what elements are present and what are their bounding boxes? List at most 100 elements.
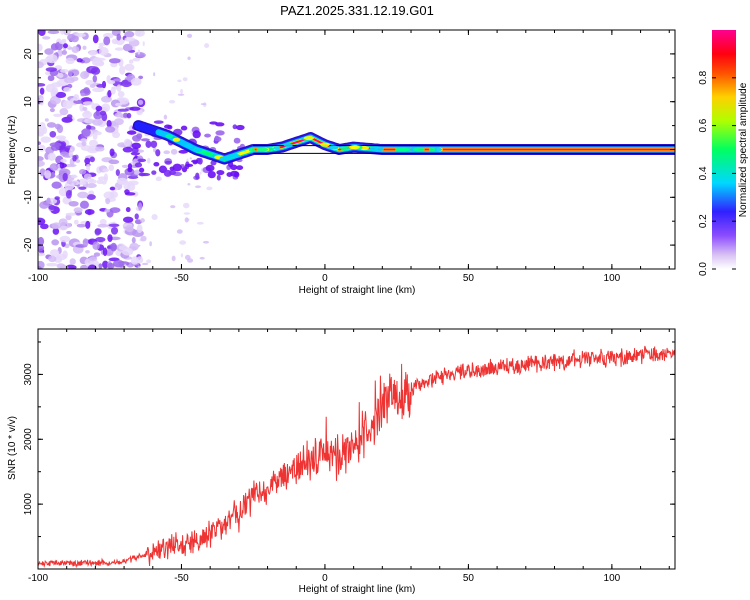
- noise-blob: [81, 128, 91, 137]
- noise-blob: [64, 243, 70, 249]
- noise-blob: [185, 163, 194, 167]
- snr-series-line: [38, 345, 675, 569]
- noise-blob: [136, 224, 143, 233]
- noise-blob: [155, 149, 161, 157]
- noise-blob: [84, 157, 91, 165]
- noise-blob: [153, 72, 156, 77]
- noise-blob: [63, 87, 71, 93]
- noise-blob: [60, 69, 69, 73]
- noise-blob: [163, 150, 171, 155]
- noise-blob: [96, 83, 106, 88]
- ridge-blob: [374, 147, 384, 152]
- noise-blob: [194, 185, 202, 189]
- noise-blob: [65, 212, 77, 216]
- noise-blob: [46, 54, 58, 64]
- noise-blob: [124, 76, 133, 81]
- noise-blob: [38, 266, 42, 269]
- colorbar: 0.0 0.2 0.4 0.6 0.8 Normalized spectral ampl…: [698, 30, 749, 276]
- snr-y-ticks: 3000 2000 1000: [23, 341, 675, 538]
- noise-blob: [47, 30, 60, 35]
- noise-blob: [77, 191, 89, 199]
- noise-blob: [116, 33, 122, 41]
- noise-blob: [67, 70, 73, 77]
- noise-blob: [48, 255, 57, 263]
- noise-blob: [163, 169, 172, 177]
- noise-blob: [40, 223, 49, 230]
- spectrogram-x-ticks: -100 -50 0 50 100: [28, 30, 670, 284]
- noise-blob: [47, 74, 55, 82]
- ridge-blob: [340, 146, 351, 151]
- noise-blob: [153, 161, 160, 167]
- noise-blob: [39, 87, 45, 95]
- spectrogram-xtick-label-3: 50: [463, 273, 475, 284]
- noise-blob: [81, 141, 87, 147]
- noise-blob: [96, 179, 104, 185]
- snr-ytick-label-1: 2000: [23, 428, 34, 451]
- noise-blob: [114, 112, 124, 118]
- noise-blob: [90, 67, 101, 75]
- noise-blob: [200, 103, 207, 106]
- noise-blob: [44, 48, 54, 55]
- noise-blob: [187, 182, 191, 186]
- noise-blob: [171, 255, 176, 262]
- ridge-blob: [172, 137, 181, 142]
- noise-blob: [63, 43, 68, 49]
- noise-blob: [38, 30, 46, 37]
- noise-blob: [132, 57, 141, 62]
- noise-blob: [82, 238, 89, 247]
- noise-blob: [77, 181, 87, 185]
- noise-blob: [127, 167, 133, 173]
- noise-blob: [94, 57, 106, 61]
- noise-blob: [195, 172, 200, 180]
- ridge-blob: [413, 147, 426, 152]
- spectrogram-x-label: Height of straight line (km): [299, 285, 416, 296]
- noise-blob: [87, 264, 97, 269]
- noise-blob: [124, 192, 136, 196]
- noise-blob: [102, 168, 109, 173]
- noise-blob: [44, 118, 49, 122]
- noise-blob: [127, 180, 139, 186]
- noise-blob: [131, 142, 142, 149]
- noise-blob: [70, 35, 79, 43]
- noise-blob: [138, 172, 146, 177]
- noise-blob: [109, 148, 115, 157]
- noise-blob: [170, 205, 176, 209]
- noise-blob: [44, 169, 52, 179]
- noise-blob: [61, 49, 68, 56]
- noise-blob: [107, 90, 112, 98]
- noise-blob: [46, 197, 51, 205]
- noise-blob: [49, 130, 57, 138]
- noise-blob: [95, 146, 105, 152]
- noise-blob: [178, 149, 188, 154]
- snr-x-label: Height of straight line (km): [299, 584, 416, 595]
- noise-blob: [83, 173, 92, 180]
- noise-blob: [101, 103, 111, 113]
- noise-blob: [49, 108, 55, 113]
- noise-blob: [114, 47, 124, 51]
- snr-frame: [37, 328, 676, 570]
- noise-blob: [177, 93, 185, 96]
- noise-blob: [110, 226, 119, 235]
- noise-blob: [80, 92, 86, 97]
- colorbar-tick-label-0: 0.0: [698, 262, 709, 276]
- noise-blob: [117, 90, 125, 98]
- noise-blob: [172, 163, 183, 172]
- colorbar-tick-label-3: 0.6: [698, 118, 709, 132]
- noise-blob: [73, 207, 83, 214]
- noise-blob: [49, 163, 59, 171]
- noise-blob: [108, 164, 115, 171]
- noise-blob: [135, 52, 146, 58]
- noise-blob: [60, 158, 67, 163]
- noise-blob: [125, 224, 134, 233]
- noise-blob: [85, 183, 97, 189]
- spectrogram-ridge: [132, 120, 675, 165]
- ridge-blob: [303, 136, 315, 141]
- noise-blob: [204, 43, 210, 48]
- noise-blob: [232, 124, 238, 130]
- snr-plot-area: [38, 329, 675, 569]
- spectrogram-ytick-label-0: 20: [23, 48, 34, 60]
- noise-blob: [107, 234, 113, 243]
- snr-xtick-label-2: 0: [322, 573, 328, 584]
- noise-blob: [51, 222, 62, 229]
